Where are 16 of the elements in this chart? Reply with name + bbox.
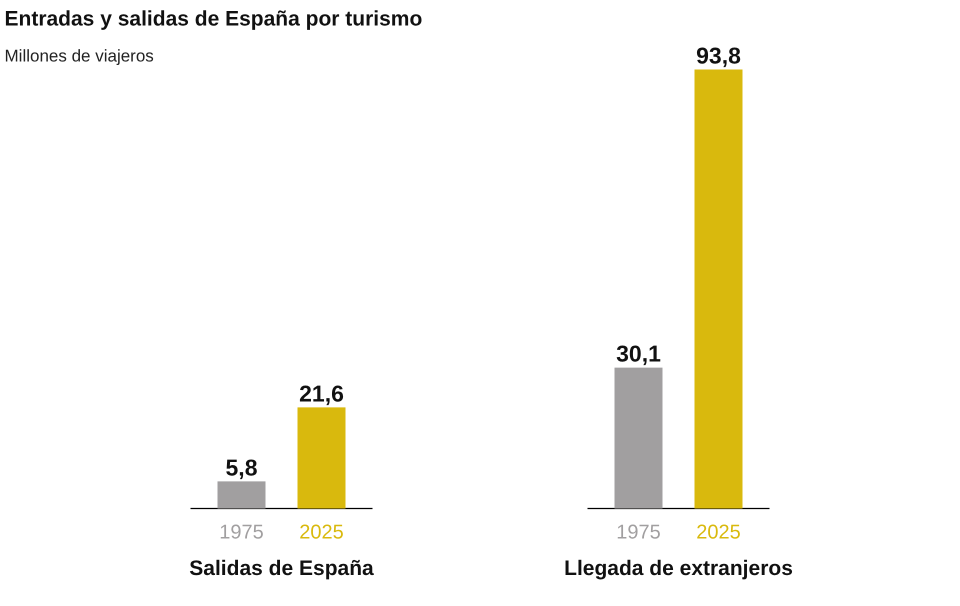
chart-title: Entradas y salidas de España por turismo [4,8,422,30]
data-label: 5,8 [226,454,258,480]
bar [218,481,266,508]
bar [298,407,346,508]
x-tick-label: Salidas de España [189,557,374,580]
series-label: 1975 [219,522,264,544]
text: 2025 [696,522,741,544]
text: 1975 [616,522,661,544]
data-label: 30,1 [616,340,662,367]
chart-subtitle: Millones de viajeros [4,46,154,66]
bar [614,368,662,508]
data-label: 93,8 [696,42,742,68]
x-tick-label: Llegada de extranjeros [564,557,793,580]
data-label: 21,6 [299,380,344,406]
bar [694,70,742,508]
series-label: 2025 [299,522,344,544]
